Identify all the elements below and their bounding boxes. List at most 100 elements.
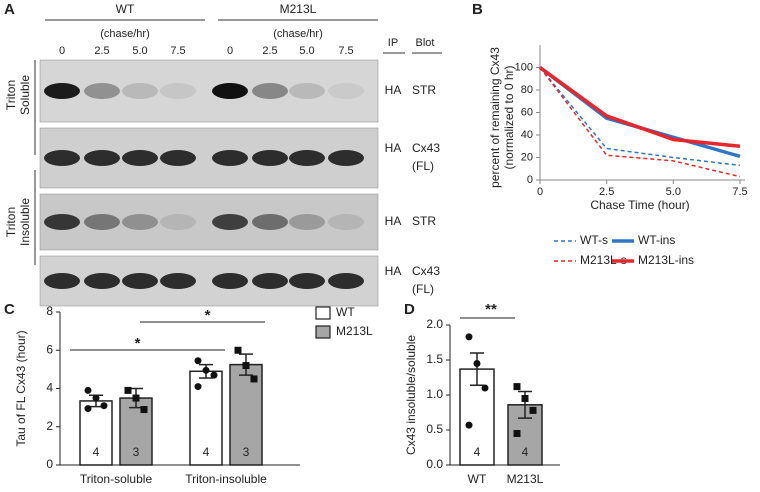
panel-label: B <box>472 1 483 18</box>
blot-band <box>289 214 325 230</box>
blot-band <box>84 150 120 166</box>
data-point <box>84 386 92 394</box>
legend-swatch <box>315 325 331 339</box>
x-tick-label: WT <box>468 472 487 486</box>
significance-label: * <box>205 307 211 324</box>
y-tick-label: 0.0 <box>426 457 443 471</box>
data-point <box>513 383 521 391</box>
y-tick-label: 80 <box>521 84 533 96</box>
data-point <box>194 383 202 391</box>
data-point <box>521 395 529 402</box>
fraction-label: Soluble <box>18 75 32 115</box>
y-tick-label: 1.0 <box>426 387 443 401</box>
error-bar <box>470 352 484 386</box>
column-header: IP <box>388 37 398 49</box>
lane-label: 2.5 <box>262 45 277 57</box>
ip-label: HA <box>385 83 402 97</box>
y-tick-label: 6 <box>46 342 53 356</box>
data-point <box>84 405 92 413</box>
blot-band <box>328 150 364 166</box>
lane-label: 0 <box>59 45 65 57</box>
lane-label: 2.5 <box>94 45 109 57</box>
y-tick-label: 100 <box>515 61 533 73</box>
blot-band <box>289 150 325 166</box>
fraction-label: Triton <box>4 207 18 237</box>
ip-label: HA <box>385 264 402 278</box>
blot-strip <box>39 59 379 123</box>
y-axis-label: percent of remaining Cx43 <box>488 47 502 188</box>
blot-band <box>122 83 158 99</box>
blot-band <box>44 83 80 99</box>
blot-band <box>252 150 288 166</box>
y-tick-label: 8 <box>46 304 53 318</box>
data-line <box>539 67 741 178</box>
y-tick-label: 40 <box>521 129 533 141</box>
fraction-label: Insoluble <box>18 198 32 246</box>
data-point <box>100 402 108 410</box>
y-tick-label: 2.0 <box>426 317 443 331</box>
fraction-label: Triton <box>4 80 18 110</box>
data-point <box>513 430 521 437</box>
y-tick-label: 1.5 <box>426 352 443 366</box>
ip-label: HA <box>385 214 402 228</box>
n-label: 4 <box>203 445 210 459</box>
legend-label: M213L-ins <box>638 253 694 267</box>
n-label: 4 <box>474 445 481 459</box>
lane-label: 5.0 <box>132 45 147 57</box>
blot-band <box>44 214 80 230</box>
blot-band <box>328 83 364 99</box>
bar <box>79 400 113 466</box>
lane-label: 7.5 <box>170 45 185 57</box>
x-tick-label: 5.0 <box>666 186 681 198</box>
legend-swatch <box>315 306 331 320</box>
panel-label: D <box>404 301 415 318</box>
lane-label: 5.0 <box>299 45 314 57</box>
y-tick-label: 60 <box>521 106 533 118</box>
panel-label: A <box>4 1 15 18</box>
data-point <box>202 366 210 374</box>
data-point <box>473 360 481 367</box>
blot-band <box>212 83 248 99</box>
data-point <box>140 406 148 414</box>
y-axis-label: Tau of FL Cx43 (hour) <box>14 330 28 446</box>
y-axis-label: Cx43 insoluble/soluble <box>404 335 418 455</box>
ip-label: HA <box>385 141 402 155</box>
legend-label: M213L-s <box>580 253 627 267</box>
blot-band <box>212 214 248 230</box>
n-label: 4 <box>522 445 529 459</box>
y-tick-label: 4 <box>46 381 53 395</box>
blot-label: STR <box>412 83 436 97</box>
x-axis-label: Chase Time (hour) <box>590 198 689 212</box>
x-tick-label: 7.5 <box>732 186 747 198</box>
x-tick-label: 0 <box>537 186 543 198</box>
blot-strip <box>39 193 379 251</box>
data-point <box>250 375 258 383</box>
y-tick-label: 0 <box>527 174 533 186</box>
n-label: 3 <box>133 445 140 459</box>
y-axis-label: (normalized to 0 hr) <box>502 65 516 169</box>
blot-label: Cx43 <box>412 141 440 155</box>
blot-band <box>122 150 158 166</box>
blot-band <box>160 150 196 166</box>
x-tick-label: Triton-insoluble <box>185 472 267 486</box>
x-tick-label: 2.5 <box>599 186 614 198</box>
data-point <box>242 362 250 370</box>
legend-label: WT-ins <box>638 233 675 247</box>
blot-band <box>252 83 288 99</box>
legend-label: M213L <box>336 324 373 338</box>
data-line <box>538 66 741 148</box>
blot-band <box>212 150 248 166</box>
y-tick-label: 2 <box>46 419 53 433</box>
chase-label: (chase/hr) <box>273 28 323 40</box>
data-point <box>465 421 473 429</box>
column-header: Blot <box>416 37 435 49</box>
blot-label: (FL) <box>412 282 434 296</box>
blot-band <box>122 273 158 289</box>
blot-band <box>212 273 248 289</box>
data-point <box>481 384 489 392</box>
blot-band <box>160 273 196 289</box>
chase-label: (chase/hr) <box>100 28 150 40</box>
blot-band <box>160 214 196 230</box>
y-tick-label: 0 <box>46 457 53 471</box>
